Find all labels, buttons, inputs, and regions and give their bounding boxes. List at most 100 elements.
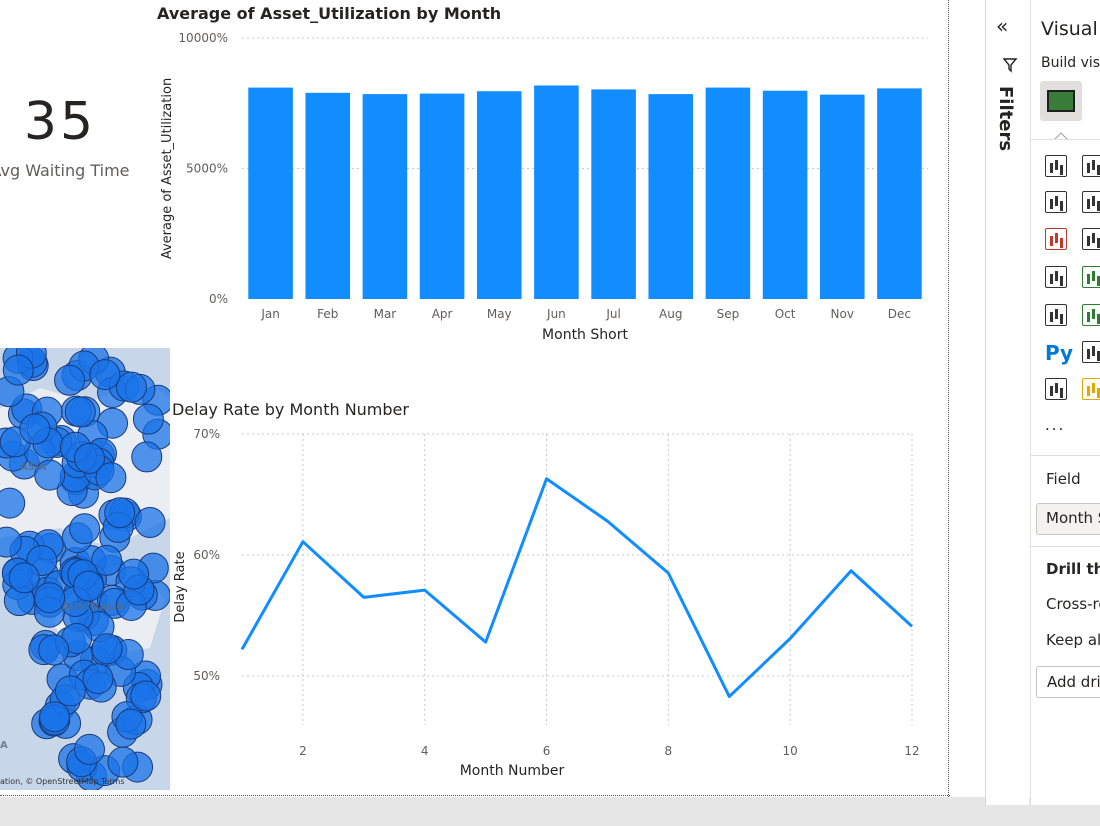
visual-type-glyph	[1087, 312, 1090, 322]
filter-funnel-icon[interactable]	[1002, 56, 1018, 74]
line-x-tick-label: 12	[904, 744, 919, 758]
visual-type-icon[interactable]	[1082, 266, 1100, 288]
bar-y-axis-title: Average of Asset_Utilization	[160, 78, 175, 259]
line-chart[interactable]: 50% 60% 70% 2 4 6 8 10 12 Month Number Delay Rate	[170, 422, 940, 792]
map-bubble	[82, 663, 114, 695]
bar	[648, 94, 694, 300]
visual-type-icon[interactable]	[1045, 155, 1067, 177]
visual-type-icon[interactable]	[1045, 191, 1067, 213]
line-chart-title: Delay Rate by Month Number	[172, 400, 409, 419]
bar-x-tick-label: Aug	[659, 307, 682, 321]
line-x-tick-label: 8	[665, 744, 673, 758]
map-bubble	[0, 487, 26, 519]
map-place-label: A	[0, 740, 8, 751]
bar-x-tick-label: Jan	[260, 307, 280, 321]
visual-type-icon[interactable]	[1082, 191, 1100, 213]
canvas-border	[948, 0, 949, 797]
bar	[762, 90, 808, 299]
bar-y-tick-label: 10000%	[178, 31, 228, 45]
bar	[305, 92, 351, 299]
field-label: Field	[1046, 470, 1081, 488]
map-attribution[interactable]: ation, © OpenStreetMap Terms	[0, 777, 125, 786]
bar-x-tick-label: Oct	[775, 307, 796, 321]
visual-type-glyph	[1050, 274, 1053, 284]
map-bubbles: ASIA AUSTRALIA A	[0, 348, 170, 790]
visual-type-icon[interactable]	[1082, 304, 1100, 326]
line-y-axis-title: Delay Rate	[173, 551, 188, 622]
line-x-axis-title: Month Number	[460, 763, 565, 779]
line-x-tick-label: 10	[783, 744, 798, 758]
visual-type-icon[interactable]	[1045, 378, 1067, 400]
map-bubble	[107, 746, 139, 778]
map-bubble	[73, 570, 105, 602]
build-visual-tab[interactable]: Build vis	[1041, 55, 1100, 71]
more-visuals-icon[interactable]: ...	[1045, 416, 1066, 434]
map-place-label: ASIA	[20, 462, 47, 473]
map-bubble	[19, 413, 51, 445]
visual-type-icon[interactable]	[1082, 155, 1100, 177]
collapse-chevrons-icon[interactable]: «	[996, 14, 1009, 38]
canvas-border-bottom	[0, 795, 950, 796]
visual-type-glyph	[1050, 312, 1053, 322]
map-visual[interactable]: ASIA AUSTRALIA A ation, © OpenStreetMap Te…	[0, 348, 170, 790]
kpi-card-label: Avg Waiting Time	[0, 161, 130, 180]
filters-pane	[986, 0, 1029, 805]
line-x-tick-label: 6	[543, 744, 551, 758]
map-bubble	[2, 354, 34, 386]
visual-type-glyph	[1050, 163, 1053, 173]
map-bubble	[91, 544, 123, 576]
bar-chart-title: Average of Asset_Utilization by Month	[157, 4, 502, 23]
visual-type-icon[interactable]	[1082, 228, 1100, 250]
keep-all-filters-label[interactable]: Keep all	[1046, 631, 1100, 649]
bar-y-tick-label: 0%	[209, 292, 228, 306]
bar	[476, 91, 522, 299]
bar	[705, 87, 751, 299]
line-x-tick-label: 2	[299, 744, 307, 758]
bar-chart[interactable]: 0% 5000% 10000% Jan Feb Mar Apr May Jun Jul Aug Sep…	[150, 26, 940, 346]
bar-x-tick-label: Jun	[546, 307, 566, 321]
bar-x-tick-label: Apr	[432, 307, 453, 321]
kpi-card-value[interactable]: 35	[23, 92, 97, 152]
bar-y-tick-label: 5000%	[186, 162, 228, 176]
line-y-tick-label: 70%	[193, 427, 220, 441]
visual-type-icon[interactable]	[1082, 378, 1100, 400]
add-drill-through-field[interactable]	[1036, 666, 1100, 698]
visual-type-icon[interactable]	[1082, 341, 1100, 363]
table-grid-icon	[1047, 90, 1075, 112]
map-bubble	[115, 371, 147, 403]
line-series	[240, 477, 914, 699]
map-place-label: AUSTRALIA	[62, 602, 125, 613]
map-bubble	[38, 634, 70, 666]
bar-x-axis-title: Month Short	[542, 327, 628, 343]
visual-type-glyph	[1087, 236, 1090, 246]
map-bubble	[74, 442, 106, 474]
visual-type-icon[interactable]	[1045, 304, 1067, 326]
visual-type-glyph	[1087, 349, 1090, 359]
bar	[877, 88, 922, 299]
python-visual-icon[interactable]: Py	[1045, 341, 1074, 365]
bar-x-tick-label: Jul	[605, 307, 620, 321]
map-bubble	[115, 708, 147, 740]
map-bubble	[34, 459, 66, 491]
bar-x-tick-label: Sep	[717, 307, 740, 321]
field-well[interactable]	[1036, 503, 1100, 535]
add-drill-through-label[interactable]: Add dri	[1047, 673, 1100, 691]
bar	[819, 94, 865, 300]
bar	[591, 89, 636, 300]
visualizations-title: Visual	[1041, 18, 1098, 40]
filters-label[interactable]: Filters	[995, 86, 1016, 152]
build-visual-button[interactable]	[1040, 81, 1082, 121]
visual-type-icon[interactable]	[1045, 228, 1067, 250]
line-y-tick-label: 60%	[193, 548, 220, 562]
bar-x-tick-label: May	[487, 307, 512, 321]
map-bubble	[34, 582, 66, 614]
field-well-value[interactable]: Month S	[1046, 509, 1100, 527]
visual-type-glyph	[1087, 199, 1090, 209]
map-bubble	[54, 364, 86, 396]
cross-report-toggle-label[interactable]: Cross-re	[1046, 595, 1100, 613]
visual-type-glyph	[1050, 199, 1053, 209]
map-bubble	[73, 733, 105, 765]
tab-pointer	[1053, 125, 1069, 141]
pane-divider	[985, 0, 986, 805]
visual-type-icon[interactable]	[1045, 266, 1067, 288]
